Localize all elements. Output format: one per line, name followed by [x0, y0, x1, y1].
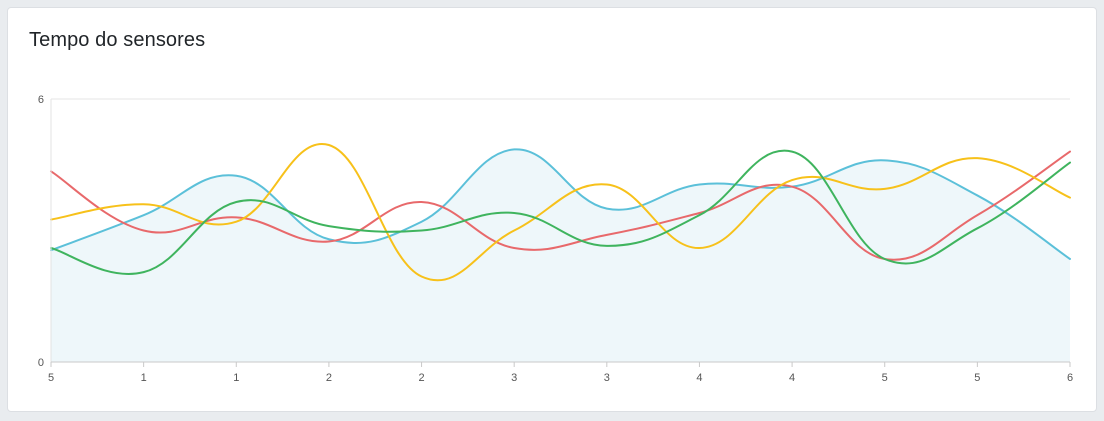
series-line-layer [50, 142, 1071, 282]
x-tick-label: 4 [696, 372, 702, 384]
x-tick-label: 1 [141, 372, 147, 384]
series-fill-layer [51, 149, 1070, 362]
tick-labels: 5 1 1 2 2 3 3 4 4 5 5 6 0 6 [38, 94, 1073, 384]
card-title: Tempo do sensores [29, 29, 206, 51]
x-tick-label: 1 [233, 372, 239, 384]
series-1-area [51, 149, 1070, 362]
x-tick-label: 3 [511, 372, 517, 384]
series-1-line [50, 148, 1071, 260]
series-2-line [50, 150, 1071, 261]
x-tick-label: 5 [48, 372, 54, 384]
y-tick-label: 0 [38, 357, 44, 369]
x-tick-label: 4 [789, 372, 795, 384]
series-4-line [50, 149, 1071, 275]
x-tick-label: 2 [418, 372, 424, 384]
series-3-line [50, 142, 1071, 282]
x-tick-label: 5 [882, 372, 888, 384]
x-tick-label: 3 [604, 372, 610, 384]
chart-card: Tempo do sensores 5 1 1 2 2 3 3 4 4 5 5 6 0 6 [7, 7, 1097, 412]
x-tick-label: 5 [974, 372, 980, 384]
y-tick-label: 6 [38, 94, 44, 106]
x-tick-label: 6 [1067, 372, 1073, 384]
line-chart: 5 1 1 2 2 3 3 4 4 5 5 6 0 6 [38, 94, 1073, 384]
axes [50, 99, 1071, 367]
x-tick-label: 2 [326, 372, 332, 384]
